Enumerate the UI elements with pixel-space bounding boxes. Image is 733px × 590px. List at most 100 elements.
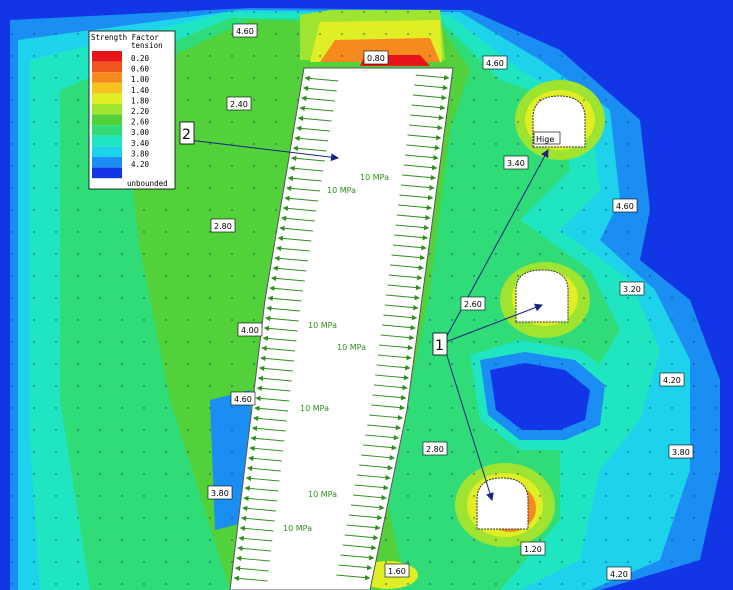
mesh-dot — [55, 341, 57, 343]
mesh-dot — [33, 385, 35, 387]
mesh-dot — [121, 407, 123, 409]
load-arrow-right — [338, 564, 373, 571]
mesh-dot — [495, 77, 497, 79]
load-arrow-right — [402, 174, 437, 181]
load-arrow-right — [408, 124, 443, 131]
mesh-dot — [429, 473, 431, 475]
mesh-dot — [143, 209, 145, 211]
mesh-dot — [473, 99, 475, 101]
mesh-dot — [99, 319, 101, 321]
mesh-dot — [429, 33, 431, 35]
mesh-dot — [187, 297, 189, 299]
contour-label-12: 4.60 — [230, 391, 256, 406]
mesh-dot — [473, 11, 475, 13]
mesh-dot — [253, 319, 255, 321]
mesh-dot — [187, 407, 189, 409]
mesh-dot — [473, 319, 475, 321]
mesh-dot — [11, 253, 13, 255]
mesh-dot — [539, 429, 541, 431]
load-arrow-left — [245, 475, 280, 482]
load-arrow-left — [277, 235, 312, 242]
mesh-dot — [11, 143, 13, 145]
mesh-dot — [583, 11, 585, 13]
mesh-dot — [385, 561, 387, 563]
mesh-dot — [715, 77, 717, 79]
tunnel-label: Hige — [536, 135, 554, 144]
mesh-dot — [473, 451, 475, 453]
load-arrow-right — [411, 104, 446, 111]
mesh-dot — [187, 33, 189, 35]
mesh-dot — [341, 55, 343, 57]
mesh-dot — [253, 209, 255, 211]
mesh-dot — [649, 319, 651, 321]
mesh-dot — [693, 209, 695, 211]
mesh-dot — [517, 341, 519, 343]
mesh-dot — [165, 275, 167, 277]
contour-label-1: 4.60 — [232, 23, 258, 38]
mesh-dot — [121, 495, 123, 497]
mesh-dot — [517, 473, 519, 475]
callout-arrows — [188, 139, 549, 501]
mesh-dot — [561, 561, 563, 563]
load-arrow-right — [407, 134, 442, 141]
svg-text:1.60: 1.60 — [388, 567, 406, 576]
mesh-dot — [693, 143, 695, 145]
mesh-dot — [429, 583, 431, 585]
mesh-dot — [231, 561, 233, 563]
load-arrow-left — [255, 395, 290, 402]
mesh-dot — [33, 429, 35, 431]
mesh-dot — [583, 495, 585, 497]
mesh-dot — [33, 495, 35, 497]
mesh-dot — [77, 187, 79, 189]
mesh-dot — [319, 33, 321, 35]
mesh-dot — [649, 275, 651, 277]
mesh-dot — [209, 55, 211, 57]
mesh-dot — [649, 209, 651, 211]
mesh-dot — [605, 209, 607, 211]
mesh-dot — [143, 561, 145, 563]
mesh-dot — [495, 187, 497, 189]
mesh-dot — [649, 517, 651, 519]
mesh-dot — [495, 33, 497, 35]
mesh-dot — [187, 275, 189, 277]
mesh-dot — [55, 473, 57, 475]
mesh-dot — [627, 121, 629, 123]
mesh-dot — [517, 143, 519, 145]
mesh-dot — [473, 253, 475, 255]
mesh-dot — [407, 495, 409, 497]
mesh-dot — [495, 99, 497, 101]
mesh-dot — [209, 429, 211, 431]
mesh-dot — [231, 451, 233, 453]
mesh-dot — [495, 539, 497, 541]
mesh-dot — [209, 11, 211, 13]
mesh-dot — [649, 55, 651, 57]
mesh-dot — [605, 165, 607, 167]
load-arrow-left — [251, 425, 286, 432]
mesh-dot — [627, 495, 629, 497]
mesh-dot — [495, 473, 497, 475]
legend-entry-label: 2.20 — [131, 107, 150, 116]
mesh-dot — [253, 297, 255, 299]
mesh-dot — [583, 539, 585, 541]
legend-swatch — [92, 125, 122, 136]
mesh-dot — [165, 473, 167, 475]
load-arrow-right — [398, 204, 433, 211]
mesh-dot — [539, 33, 541, 35]
mesh-dot — [253, 187, 255, 189]
mesh-dot — [55, 319, 57, 321]
mesh-dot — [561, 231, 563, 233]
mesh-dot — [605, 99, 607, 101]
mesh-dot — [451, 385, 453, 387]
mesh-dot — [561, 165, 563, 167]
contour-label-18: 4.20 — [606, 566, 632, 581]
mesh-dot — [539, 231, 541, 233]
legend: Strength Factor tension 0.20 0.601.00 1.40… — [88, 30, 176, 190]
mesh-dot — [231, 429, 233, 431]
mesh-dot — [473, 121, 475, 123]
mesh-dot — [253, 121, 255, 123]
svg-text:2.80: 2.80 — [426, 445, 444, 454]
mesh-dot — [143, 473, 145, 475]
mesh-dot — [429, 341, 431, 343]
mesh-dot — [33, 539, 35, 541]
mesh-dot — [561, 341, 563, 343]
